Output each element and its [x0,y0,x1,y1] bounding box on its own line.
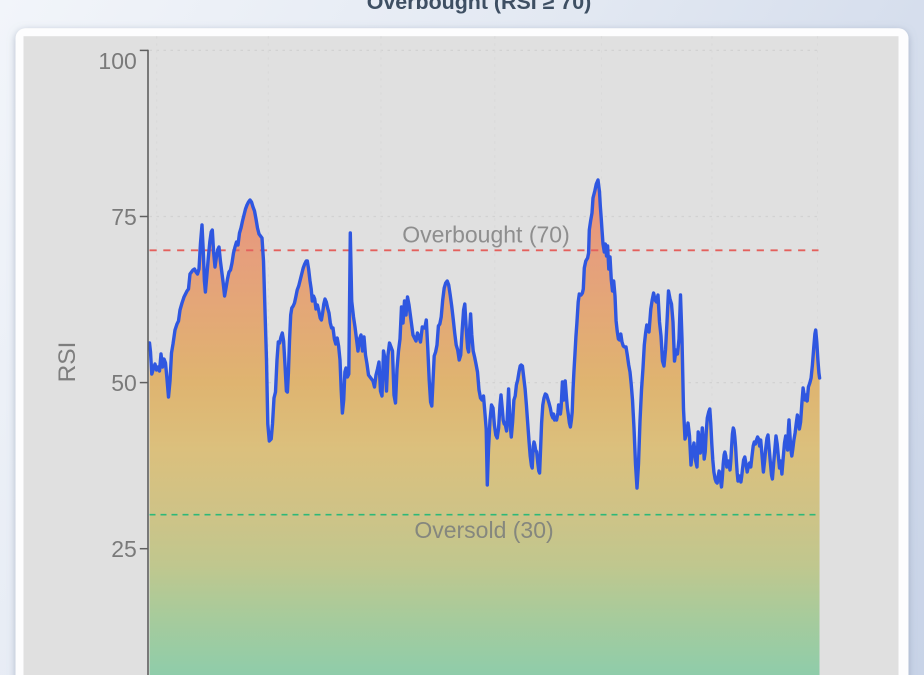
svg-text:100: 100 [98,48,136,74]
svg-text:Overbought (70): Overbought (70) [402,222,569,248]
svg-text:75: 75 [111,204,137,230]
svg-text:Oversold (30): Oversold (30) [414,517,553,543]
svg-text:RSI: RSI [54,342,81,383]
svg-text:50: 50 [111,370,137,396]
svg-text:25: 25 [111,536,137,562]
